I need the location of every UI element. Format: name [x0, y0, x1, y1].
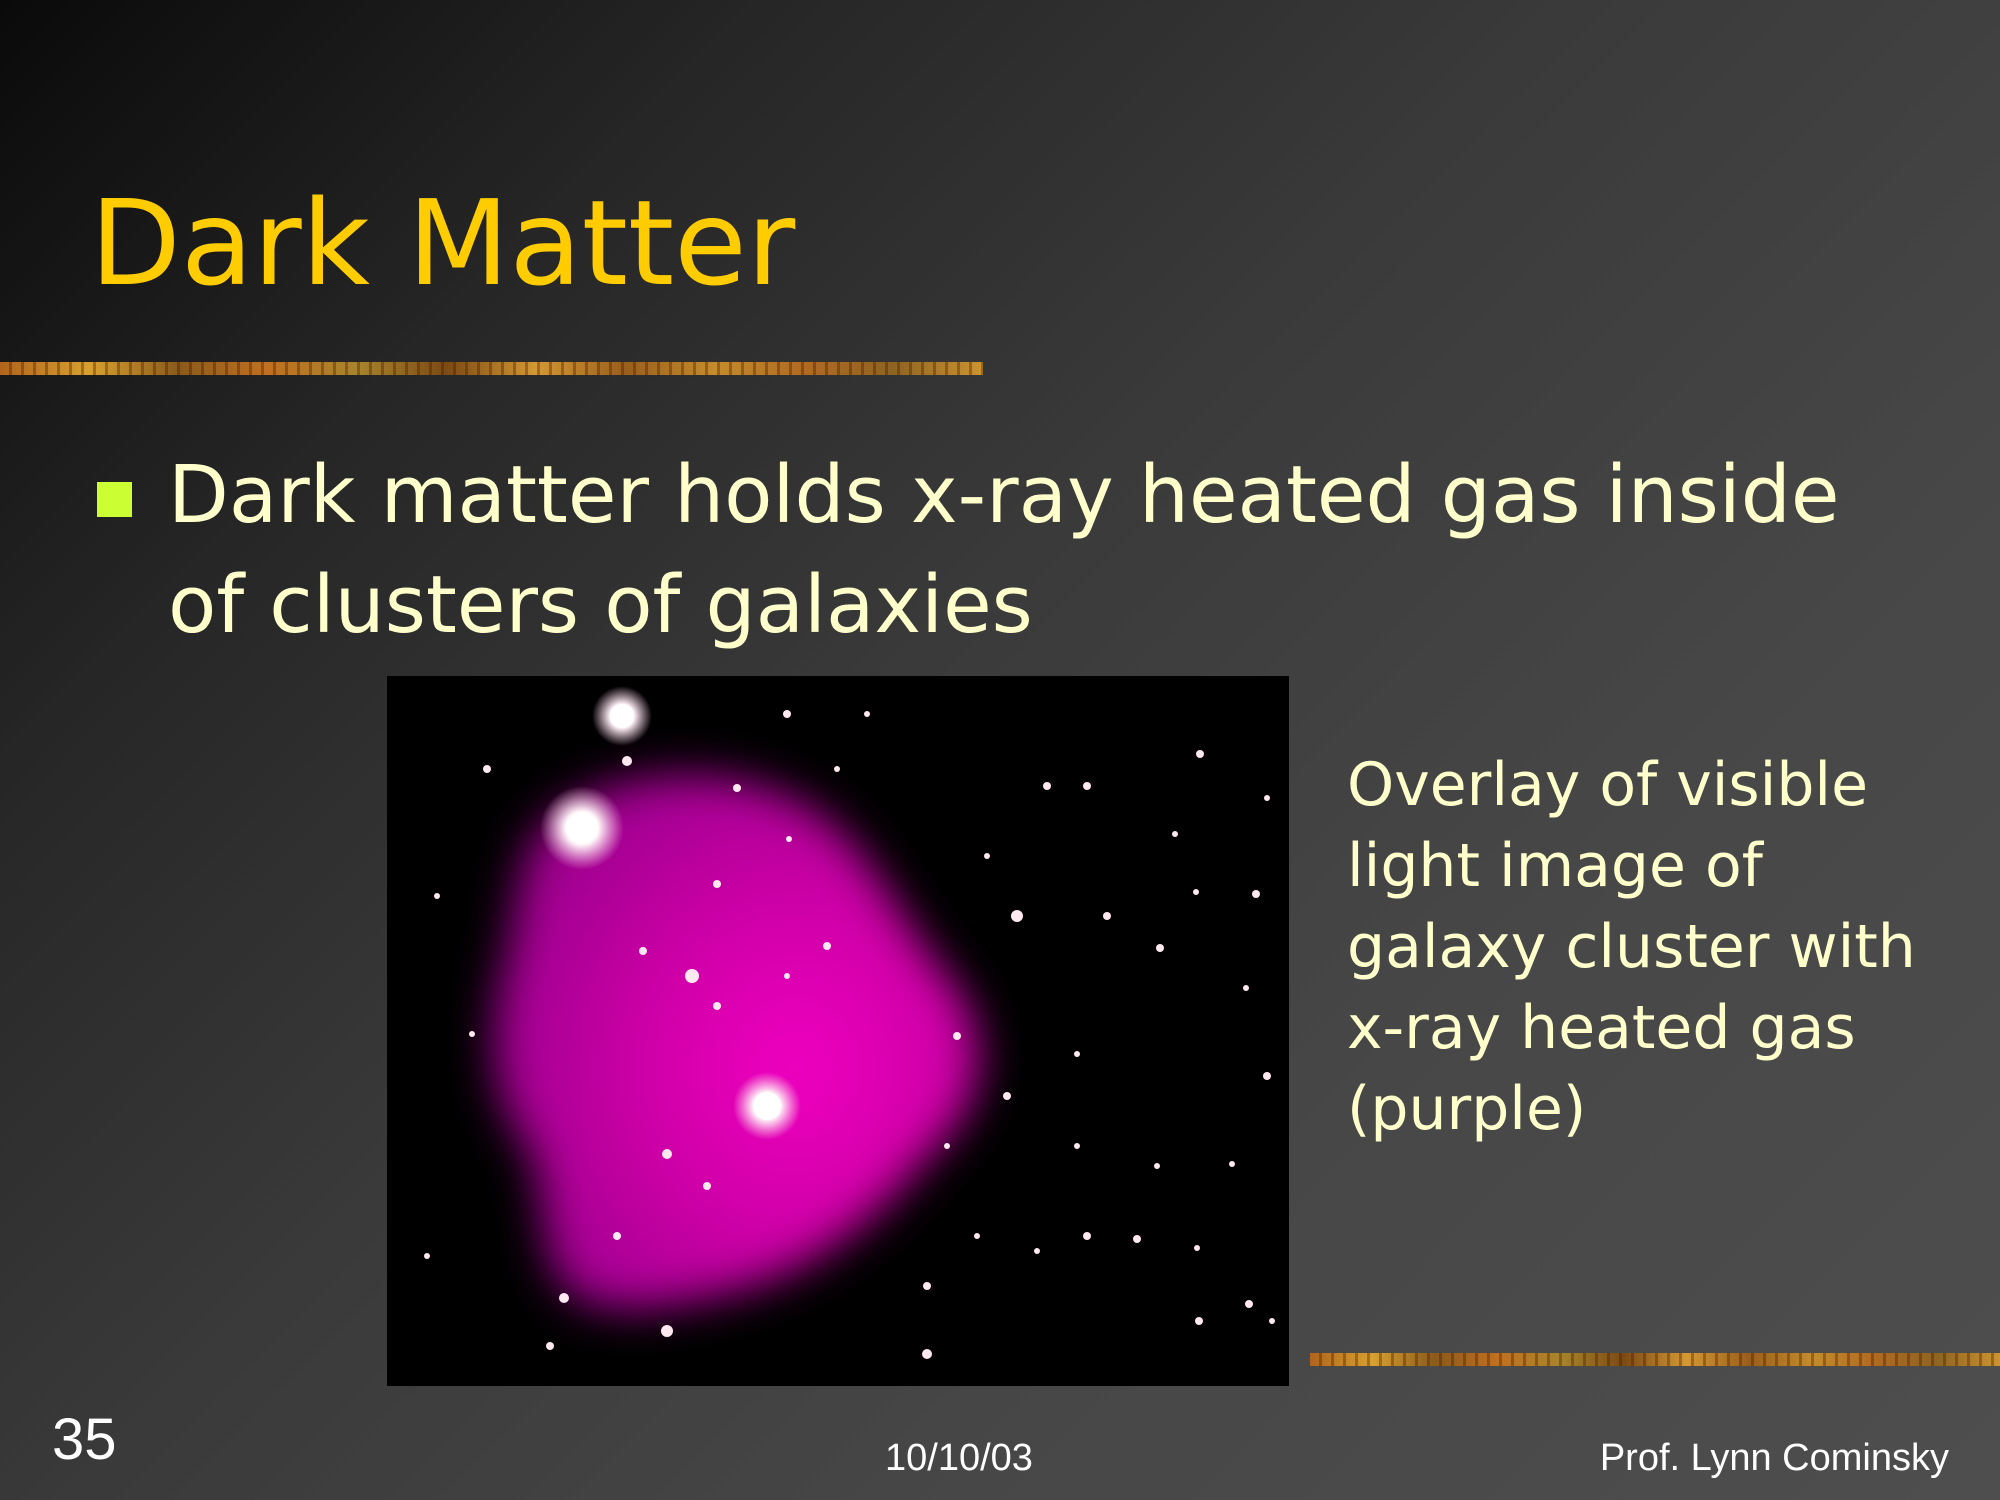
image-caption: Overlay of visible light image of galaxy… [1347, 750, 1916, 1144]
bullet-square-icon [97, 482, 132, 517]
slide-title: Dark Matter [90, 174, 796, 312]
title-divider-bar [0, 362, 983, 375]
bullet-item: Dark matter holds x-ray heated gas insid… [168, 449, 1840, 651]
footer-author: Prof. Lynn Cominsky [1599, 1437, 1949, 1479]
footer-divider-bar [1310, 1353, 2000, 1366]
footer-date: 10/10/03 [885, 1437, 1033, 1479]
xray-gas-cloud [493, 774, 980, 1310]
slide-number: 35 [52, 1407, 117, 1472]
galaxy-cluster-xray-image [387, 676, 1289, 1386]
